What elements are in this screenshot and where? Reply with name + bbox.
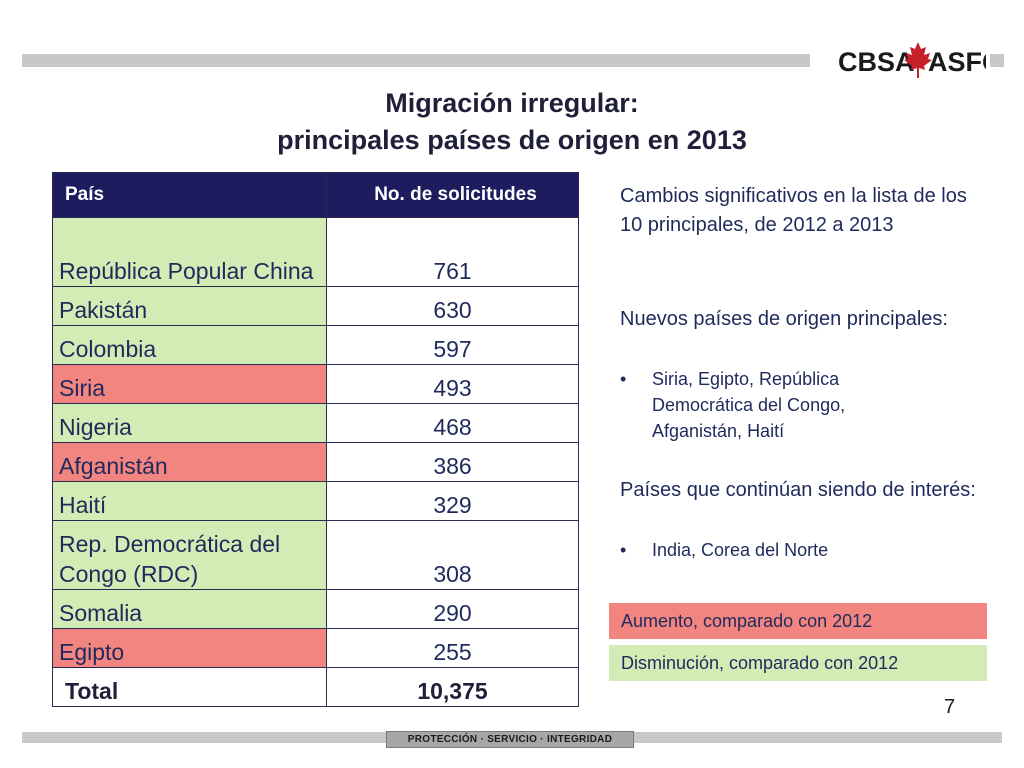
value-cell: 761 bbox=[326, 217, 579, 287]
country-cell: Somalia bbox=[52, 589, 327, 629]
table-header-row: País No. de solicitudes bbox=[52, 172, 579, 218]
footer-motto: PROTECCIÓN · SERVICIO · INTEGRIDAD bbox=[386, 731, 634, 748]
table-row: Somalia 290 bbox=[52, 589, 579, 629]
table-row: Egipto 255 bbox=[52, 628, 579, 668]
page-title-line2: principales países de origen en 2013 bbox=[277, 125, 747, 155]
logo-left-text: CBSA bbox=[838, 47, 915, 77]
maple-leaf-icon bbox=[904, 42, 932, 78]
page-title-line1: Migración irregular: bbox=[385, 88, 639, 118]
table-row: Pakistán 630 bbox=[52, 286, 579, 326]
side-new-heading: Nuevos países de origen principales: bbox=[620, 308, 948, 330]
country-cell: Haití bbox=[52, 481, 327, 521]
table-row: Siria 493 bbox=[52, 364, 579, 404]
legend-increase: Aumento, comparado con 2012 bbox=[609, 603, 987, 639]
country-cell: Afganistán bbox=[52, 442, 327, 482]
legend-decrease: Disminución, comparado con 2012 bbox=[609, 645, 987, 681]
value-cell: 255 bbox=[326, 628, 579, 668]
side-continuing-bullet-text: India, Corea del Norte bbox=[652, 540, 829, 560]
country-cell: Colombia bbox=[52, 325, 327, 365]
side-new-bullet-text: Siria, Egipto, República Democrática del… bbox=[652, 369, 846, 441]
side-continuing-heading: Países que continúan siendo de interés: bbox=[620, 479, 976, 501]
country-cell: Siria bbox=[52, 364, 327, 404]
value-cell: 308 bbox=[326, 520, 579, 590]
cbsa-logo: CBSA ASFC bbox=[838, 42, 986, 78]
bullet-icon: • bbox=[620, 369, 627, 389]
country-cell: Rep. Democrática del Congo (RDC) bbox=[52, 520, 327, 590]
country-cell: Egipto bbox=[52, 628, 327, 668]
header-bar-end bbox=[990, 54, 1004, 67]
value-cell: 493 bbox=[326, 364, 579, 404]
value-cell: 630 bbox=[326, 286, 579, 326]
country-cell: Pakistán bbox=[52, 286, 327, 326]
countries-table: País No. de solicitudes República Popula… bbox=[52, 172, 579, 707]
logo-right-text: ASFC bbox=[928, 47, 986, 77]
table-row: Colombia 597 bbox=[52, 325, 579, 365]
table-row: Rep. Democrática del Congo (RDC) 308 bbox=[52, 520, 579, 590]
value-cell: 468 bbox=[326, 403, 579, 443]
table-row: República Popular China 761 bbox=[52, 217, 579, 287]
value-cell: 386 bbox=[326, 442, 579, 482]
side-intro-text: Cambios significativos en la lista de lo… bbox=[620, 185, 967, 236]
country-cell: Nigeria bbox=[52, 403, 327, 443]
total-value: 10,375 bbox=[326, 667, 579, 707]
value-cell: 329 bbox=[326, 481, 579, 521]
table-row: Afganistán 386 bbox=[52, 442, 579, 482]
col-header-country: País bbox=[52, 172, 327, 218]
col-header-requests: No. de solicitudes bbox=[326, 172, 579, 218]
table-row: Nigeria 468 bbox=[52, 403, 579, 443]
page-number: 7 bbox=[944, 696, 956, 718]
value-cell: 290 bbox=[326, 589, 579, 629]
bullet-icon: • bbox=[620, 540, 627, 560]
header-bar bbox=[22, 54, 810, 67]
total-row: Total 10,375 bbox=[52, 667, 579, 707]
total-label: Total bbox=[52, 667, 327, 707]
country-cell: República Popular China bbox=[52, 217, 327, 287]
value-cell: 597 bbox=[326, 325, 579, 365]
table-row: Haití 329 bbox=[52, 481, 579, 521]
